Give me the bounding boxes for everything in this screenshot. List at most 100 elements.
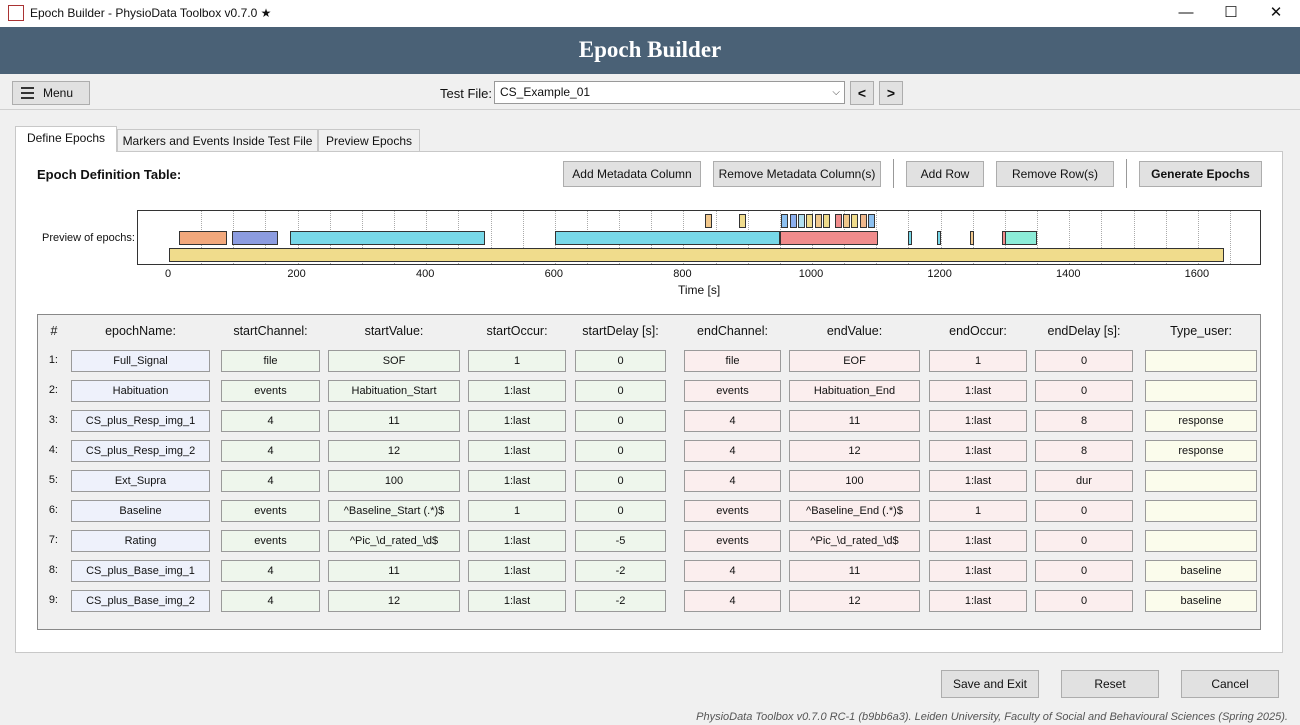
next-file-button[interactable]: >	[879, 81, 903, 105]
type-user-cell[interactable]	[1145, 530, 1257, 552]
start-delay-cell[interactable]: -5	[575, 530, 666, 552]
start-delay-cell[interactable]: 0	[575, 410, 666, 432]
end-value-cell[interactable]: 100	[789, 470, 920, 492]
end-channel-cell[interactable]: 4	[684, 560, 781, 582]
end-channel-cell[interactable]: file	[684, 350, 781, 372]
end-value-cell[interactable]: EOF	[789, 350, 920, 372]
end-occur-cell[interactable]: 1	[929, 350, 1027, 372]
start-delay-cell[interactable]: 0	[575, 350, 666, 372]
end-channel-cell[interactable]: events	[684, 380, 781, 402]
type-user-cell[interactable]: response	[1145, 440, 1257, 462]
maximize-icon[interactable]: ☐	[1224, 4, 1238, 21]
end-delay-cell[interactable]: dur	[1035, 470, 1133, 492]
epoch-name-cell[interactable]: CS_plus_Resp_img_1	[71, 410, 210, 432]
start-channel-cell[interactable]: 4	[221, 470, 320, 492]
remove-row-button[interactable]: Remove Row(s)	[996, 161, 1114, 187]
type-user-cell[interactable]	[1145, 470, 1257, 492]
end-delay-cell[interactable]: 0	[1035, 530, 1133, 552]
start-occur-cell[interactable]: 1:last	[468, 530, 566, 552]
epoch-name-cell[interactable]: Habituation	[71, 380, 210, 402]
close-icon[interactable]: ✕	[1269, 4, 1283, 21]
start-delay-cell[interactable]: 0	[575, 500, 666, 522]
save-and-exit-button[interactable]: Save and Exit	[941, 670, 1039, 698]
start-delay-cell[interactable]: 0	[575, 380, 666, 402]
epoch-name-cell[interactable]: Rating	[71, 530, 210, 552]
end-value-cell[interactable]: 12	[789, 440, 920, 462]
end-channel-cell[interactable]: 4	[684, 590, 781, 612]
start-occur-cell[interactable]: 1	[468, 350, 566, 372]
end-delay-cell[interactable]: 8	[1035, 440, 1133, 462]
generate-epochs-button[interactable]: Generate Epochs	[1139, 161, 1262, 187]
tab-preview-epochs[interactable]: Preview Epochs	[318, 129, 420, 152]
tab-define-epochs[interactable]: Define Epochs	[15, 126, 117, 152]
end-delay-cell[interactable]: 0	[1035, 500, 1133, 522]
end-occur-cell[interactable]: 1:last	[929, 590, 1027, 612]
end-delay-cell[interactable]: 0	[1035, 350, 1133, 372]
start-value-cell[interactable]: 100	[328, 470, 460, 492]
type-user-cell[interactable]	[1145, 500, 1257, 522]
epoch-name-cell[interactable]: CS_plus_Resp_img_2	[71, 440, 210, 462]
end-occur-cell[interactable]: 1:last	[929, 560, 1027, 582]
start-delay-cell[interactable]: 0	[575, 440, 666, 462]
test-file-select[interactable]: CS_Example_01 ⌵	[494, 81, 845, 104]
remove-metadata-column-button[interactable]: Remove Metadata Column(s)	[713, 161, 881, 187]
type-user-cell[interactable]	[1145, 380, 1257, 402]
end-occur-cell[interactable]: 1:last	[929, 380, 1027, 402]
end-occur-cell[interactable]: 1:last	[929, 410, 1027, 432]
type-user-cell[interactable]	[1145, 350, 1257, 372]
menu-button[interactable]: Menu	[12, 81, 90, 105]
cancel-button[interactable]: Cancel	[1181, 670, 1279, 698]
end-value-cell[interactable]: 12	[789, 590, 920, 612]
start-value-cell[interactable]: 11	[328, 560, 460, 582]
start-occur-cell[interactable]: 1:last	[468, 470, 566, 492]
epoch-name-cell[interactable]: Full_Signal	[71, 350, 210, 372]
end-value-cell[interactable]: Habituation_End	[789, 380, 920, 402]
start-channel-cell[interactable]: events	[221, 380, 320, 402]
end-delay-cell[interactable]: 0	[1035, 560, 1133, 582]
start-value-cell[interactable]: 12	[328, 590, 460, 612]
end-value-cell[interactable]: 11	[789, 410, 920, 432]
end-channel-cell[interactable]: 4	[684, 410, 781, 432]
start-channel-cell[interactable]: file	[221, 350, 320, 372]
epoch-name-cell[interactable]: Baseline	[71, 500, 210, 522]
end-delay-cell[interactable]: 0	[1035, 380, 1133, 402]
start-value-cell[interactable]: ^Baseline_Start (.*)$	[328, 500, 460, 522]
start-value-cell[interactable]: 11	[328, 410, 460, 432]
start-occur-cell[interactable]: 1:last	[468, 560, 566, 582]
start-value-cell[interactable]: 12	[328, 440, 460, 462]
end-delay-cell[interactable]: 0	[1035, 590, 1133, 612]
start-occur-cell[interactable]: 1:last	[468, 410, 566, 432]
start-value-cell[interactable]: SOF	[328, 350, 460, 372]
reset-button[interactable]: Reset	[1061, 670, 1159, 698]
start-channel-cell[interactable]: 4	[221, 440, 320, 462]
end-occur-cell[interactable]: 1:last	[929, 440, 1027, 462]
start-value-cell[interactable]: Habituation_Start	[328, 380, 460, 402]
end-channel-cell[interactable]: events	[684, 500, 781, 522]
end-value-cell[interactable]: ^Pic_\d_rated_\d$	[789, 530, 920, 552]
start-channel-cell[interactable]: events	[221, 500, 320, 522]
end-occur-cell[interactable]: 1	[929, 500, 1027, 522]
start-delay-cell[interactable]: 0	[575, 470, 666, 492]
end-value-cell[interactable]: 11	[789, 560, 920, 582]
add-metadata-column-button[interactable]: Add Metadata Column	[563, 161, 701, 187]
epoch-name-cell[interactable]: CS_plus_Base_img_2	[71, 590, 210, 612]
start-channel-cell[interactable]: 4	[221, 590, 320, 612]
end-occur-cell[interactable]: 1:last	[929, 530, 1027, 552]
start-occur-cell[interactable]: 1:last	[468, 440, 566, 462]
end-delay-cell[interactable]: 8	[1035, 410, 1133, 432]
start-delay-cell[interactable]: -2	[575, 560, 666, 582]
start-occur-cell[interactable]: 1:last	[468, 380, 566, 402]
minimize-icon[interactable]: —	[1178, 4, 1194, 21]
start-channel-cell[interactable]: events	[221, 530, 320, 552]
end-channel-cell[interactable]: events	[684, 530, 781, 552]
start-occur-cell[interactable]: 1:last	[468, 590, 566, 612]
end-channel-cell[interactable]: 4	[684, 470, 781, 492]
previous-file-button[interactable]: <	[850, 81, 874, 105]
epoch-name-cell[interactable]: CS_plus_Base_img_1	[71, 560, 210, 582]
start-value-cell[interactable]: ^Pic_\d_rated_\d$	[328, 530, 460, 552]
end-occur-cell[interactable]: 1:last	[929, 470, 1027, 492]
type-user-cell[interactable]: response	[1145, 410, 1257, 432]
tab-markers-events[interactable]: Markers and Events Inside Test File	[117, 129, 318, 152]
end-channel-cell[interactable]: 4	[684, 440, 781, 462]
start-delay-cell[interactable]: -2	[575, 590, 666, 612]
